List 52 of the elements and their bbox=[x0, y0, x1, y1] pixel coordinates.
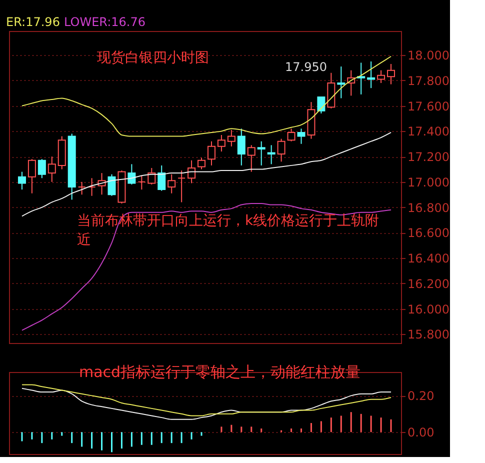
annotation: macd指标运行于零轴之上，动能红柱放量 bbox=[79, 363, 361, 381]
candlestick bbox=[277, 138, 286, 162]
candlestick bbox=[148, 167, 156, 185]
annotation: 17.950 bbox=[285, 60, 327, 74]
candlestick bbox=[207, 140, 216, 166]
y-tick-label: 16.000 bbox=[408, 302, 450, 316]
text: ER:17.96 bbox=[6, 15, 60, 29]
candlestick bbox=[178, 170, 186, 203]
candlestick bbox=[188, 160, 196, 184]
y-tick-label: 18.000 bbox=[408, 48, 450, 63]
y-tick-label: 16.600 bbox=[408, 226, 450, 240]
candlestick bbox=[138, 175, 146, 190]
annotation: 现货白银四小时图 bbox=[97, 50, 209, 66]
candlestick bbox=[78, 181, 86, 196]
y-tick-label: 17.200 bbox=[408, 150, 450, 164]
candlestick bbox=[297, 128, 306, 144]
y-tick-label: 17.600 bbox=[408, 99, 450, 114]
candlestick bbox=[267, 144, 276, 165]
candlestick bbox=[367, 60, 376, 89]
text: LOWER:16.76 bbox=[64, 15, 146, 29]
candlestick bbox=[88, 178, 96, 196]
candlestick bbox=[227, 129, 236, 147]
y-tick-label: 0.20 bbox=[408, 389, 434, 404]
candlestick bbox=[337, 66, 346, 99]
candlestick bbox=[108, 174, 116, 196]
candlestick bbox=[377, 70, 386, 84]
y-tick-label: 16.800 bbox=[408, 200, 450, 215]
y-tick-label: 16.400 bbox=[408, 252, 450, 266]
y-tick-label: 16.200 bbox=[408, 276, 450, 291]
candlestick bbox=[158, 164, 166, 192]
candlestick bbox=[287, 128, 296, 142]
y-tick-label: 17.000 bbox=[408, 175, 450, 190]
candlestick bbox=[357, 62, 366, 95]
candlestick bbox=[387, 63, 396, 85]
y-tick-label: 17.800 bbox=[408, 74, 450, 88]
candlestick bbox=[168, 174, 176, 194]
candlestick bbox=[28, 158, 36, 194]
candlestick bbox=[18, 171, 26, 190]
y-tick-label: 17.400 bbox=[408, 124, 450, 139]
candlestick bbox=[48, 156, 56, 182]
candlestick bbox=[217, 134, 226, 152]
candlestick bbox=[198, 157, 206, 170]
line-series bbox=[21, 202, 392, 331]
y-tick-label: 0.00 bbox=[408, 426, 434, 440]
y-tick-label: 15.800 bbox=[408, 328, 450, 342]
candlestick bbox=[128, 164, 136, 185]
candlestick bbox=[38, 158, 46, 179]
candlestick bbox=[317, 96, 326, 114]
candlestick bbox=[257, 140, 266, 166]
candlestick bbox=[237, 128, 246, 166]
annotation: 当前布林带开口向上运行，k线价格运行于上轨附近 bbox=[77, 213, 380, 248]
candlestick bbox=[247, 144, 256, 172]
